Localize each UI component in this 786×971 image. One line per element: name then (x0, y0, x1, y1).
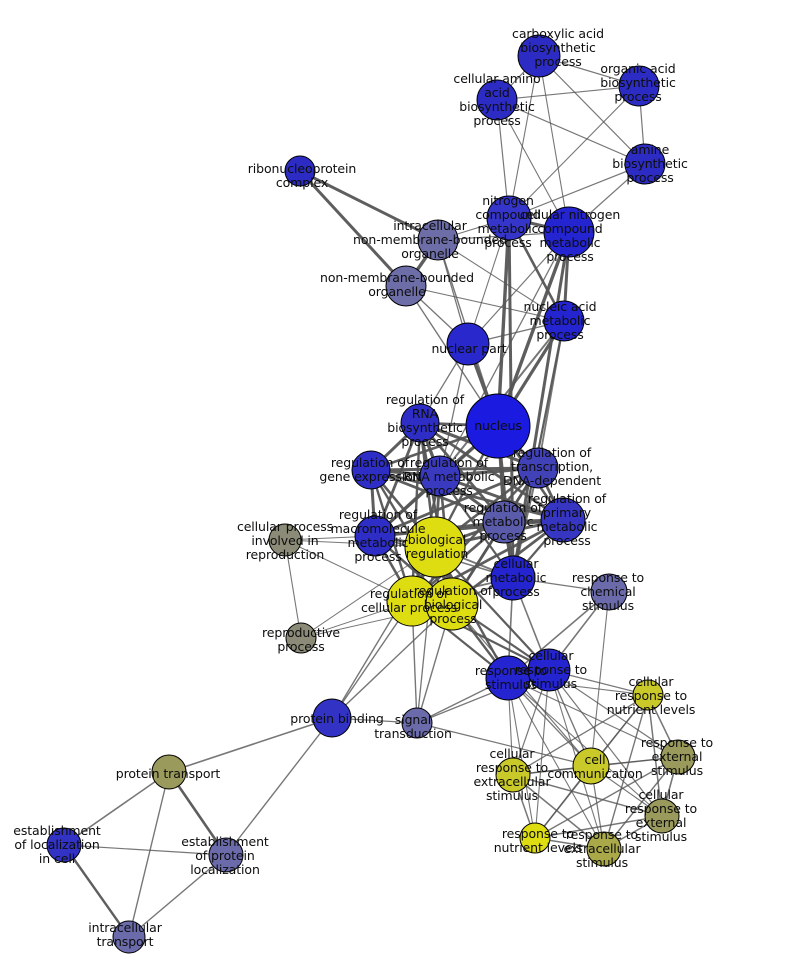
graph-edge (508, 55, 540, 219)
graph-node-regulation_of_primary_metabolic_process[interactable] (540, 497, 586, 543)
graph-node-nitrogen_compound_metabolic_process[interactable] (486, 195, 532, 241)
graph-node-protein_transport[interactable] (151, 754, 187, 790)
graph-edge (411, 467, 539, 602)
graph-edge (534, 815, 663, 839)
graph-node-cell_communication[interactable] (572, 747, 610, 785)
graph-node-regulation_of_rna_metabolic_process[interactable] (419, 455, 461, 497)
graph-edge (508, 85, 640, 219)
graph-edge (405, 285, 565, 322)
graph-edge (603, 756, 679, 850)
graph-node-cellular_response_to_extracellular_stimulus[interactable] (495, 757, 531, 793)
graph-edge (548, 669, 663, 817)
graph-edge (507, 677, 536, 839)
graph-node-ribonucleoprotein_complex[interactable] (284, 155, 316, 187)
graph-node-nucleic_acid_metabolic_process[interactable] (543, 300, 585, 342)
graph-edge (647, 694, 663, 817)
graph-node-cellular_amino_acid_biosynthetic_process[interactable] (476, 79, 518, 121)
graph-node-cellular_nitrogen_compound_metabolic_process[interactable] (543, 206, 595, 258)
graph-node-carboxylic_acid_biosynthetic_process[interactable] (517, 34, 561, 78)
graph-edge (496, 85, 640, 101)
graph-edge (512, 694, 649, 776)
graph-node-cellular_response_to_external_stimulus[interactable] (644, 798, 680, 834)
graph-node-organic_acid_biosynthetic_process[interactable] (618, 65, 660, 107)
graph-node-regulation_of_metabolic_process[interactable] (482, 500, 526, 544)
graph-node-regulation_of_rna_biosynthetic_process[interactable] (400, 403, 440, 443)
graph-edge (128, 771, 170, 938)
graph-node-regulation_of_gene_expression[interactable] (351, 450, 391, 490)
graph-edge (128, 854, 227, 938)
graph-edge (507, 677, 605, 850)
graph-edge (508, 163, 646, 219)
graph-node-amine_biosynthetic_process[interactable] (624, 143, 666, 185)
graph-edge (370, 468, 564, 522)
graph-node-response_to_nutrient_levels[interactable] (519, 822, 551, 854)
graph-node-cellular_response_to_nutrient_levels[interactable] (632, 679, 664, 711)
graph-edge (168, 717, 333, 773)
graph-edge (437, 239, 565, 322)
graph-node-cellular_process_involved_in_reproduction[interactable] (268, 523, 302, 557)
graph-node-cellular_response_to_stimulus[interactable] (527, 648, 571, 692)
graph-node-intracellular_transport[interactable] (112, 920, 146, 954)
graph-edge (603, 694, 649, 850)
graph-edge (507, 677, 679, 758)
graph-edge (496, 99, 646, 165)
graph-edge (63, 844, 130, 938)
graph-node-cellular_metabolic_process[interactable] (490, 555, 536, 601)
graph-node-response_to_external_stimulus[interactable] (660, 739, 696, 775)
graph-node-protein_binding[interactable] (312, 698, 352, 738)
graph-node-regulation_of_macromolecule_metabolic_process[interactable] (354, 515, 396, 557)
graph-edge (331, 603, 453, 719)
graph-node-response_to_extracellular_stimulus[interactable] (586, 831, 622, 867)
graph-edge (496, 217, 511, 427)
graph-edge (496, 231, 571, 427)
graph-node-establishment_of_protein_localization[interactable] (208, 837, 244, 873)
graph-edge (331, 546, 436, 719)
graph-edge (538, 55, 646, 165)
graph-edge (439, 231, 570, 477)
graph-node-intracellular_non_membrane_bounded_organelle[interactable] (417, 219, 459, 261)
graph-node-regulation_of_transcription_dna_dependent[interactable] (517, 447, 559, 489)
graph-edge (225, 717, 333, 856)
graph-node-nuclear_part[interactable] (446, 322, 490, 366)
graph-edge (590, 591, 610, 767)
graph-node-regulation_of_biological_process[interactable] (425, 577, 479, 631)
graph-edge (534, 756, 679, 839)
node-layer (46, 34, 696, 954)
graph-node-reproductive_process[interactable] (285, 622, 317, 654)
graph-edge (299, 169, 439, 242)
graph-edge (63, 844, 227, 856)
graph-node-biological_regulation[interactable] (404, 516, 466, 578)
graph-node-signal_transduction[interactable] (401, 707, 433, 739)
graph-node-establishment_of_localization_in_cell[interactable] (46, 827, 82, 863)
graph-edge (63, 771, 170, 846)
graph-edge (512, 774, 605, 850)
graph-edge (548, 669, 679, 758)
graph-edge (284, 539, 302, 639)
edge-layer (63, 55, 679, 938)
graph-edge (298, 169, 408, 288)
graph-edge (416, 722, 592, 767)
graph-edge (538, 55, 570, 233)
graph-node-response_to_chemical_stimulus[interactable] (590, 573, 628, 611)
graph-node-response_to_stimulus[interactable] (485, 655, 531, 701)
graph-edge (507, 677, 663, 817)
graph-node-nucleus[interactable] (465, 393, 531, 459)
graph-edge (512, 774, 663, 817)
graph-node-non_membrane_bounded_organelle[interactable] (385, 265, 427, 307)
